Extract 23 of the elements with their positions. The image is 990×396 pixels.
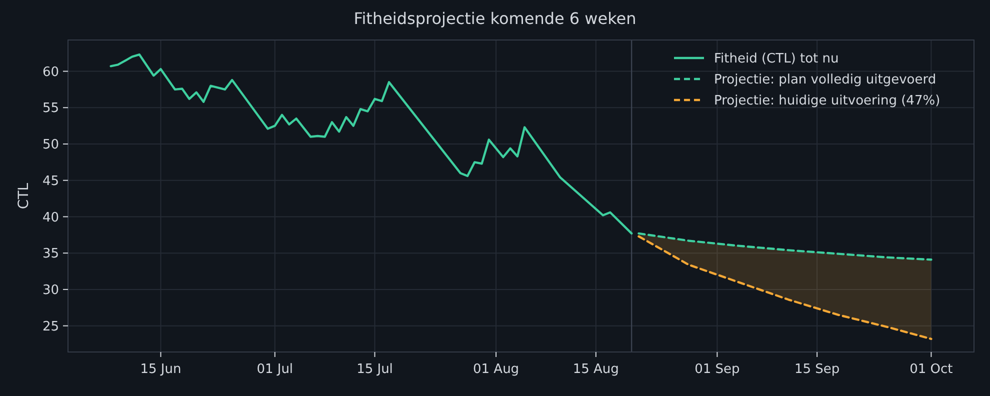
x-tick-label: 01 Sep	[694, 362, 740, 377]
y-tick-label: 55	[42, 101, 59, 116]
legend-label: Projectie: huidige uitvoering (47%)	[714, 94, 940, 109]
line-series	[638, 232, 932, 261]
x-tick-label: 01 Oct	[910, 362, 953, 377]
legend-label: Projectie: plan volledig uitgevoerd	[714, 72, 936, 88]
line-series	[110, 53, 633, 235]
x-tick-label: 15 Jun	[140, 362, 182, 377]
chart-title: Fitheidsprojectie komende 6 weken	[354, 9, 636, 28]
y-tick-label: 50	[42, 138, 59, 153]
y-tick-label: 25	[42, 319, 59, 334]
legend-label: Fitheid (CTL) tot nu	[714, 52, 839, 67]
y-tick-label: 35	[42, 246, 59, 262]
x-tick-label: 01 Aug	[473, 362, 520, 377]
y-tick-label: 45	[42, 174, 59, 189]
y-tick-label: 60	[42, 64, 59, 80]
y-axis-title: CTL	[16, 182, 32, 210]
y-tick-label: 30	[42, 283, 59, 298]
y-tick-label: 40	[42, 210, 59, 226]
x-tick-label: 15 Jul	[356, 362, 393, 377]
x-tick-label: 15 Aug	[572, 362, 619, 377]
x-tick-label: 01 Jul	[256, 362, 294, 377]
x-tick-label: 15 Sep	[794, 362, 840, 377]
